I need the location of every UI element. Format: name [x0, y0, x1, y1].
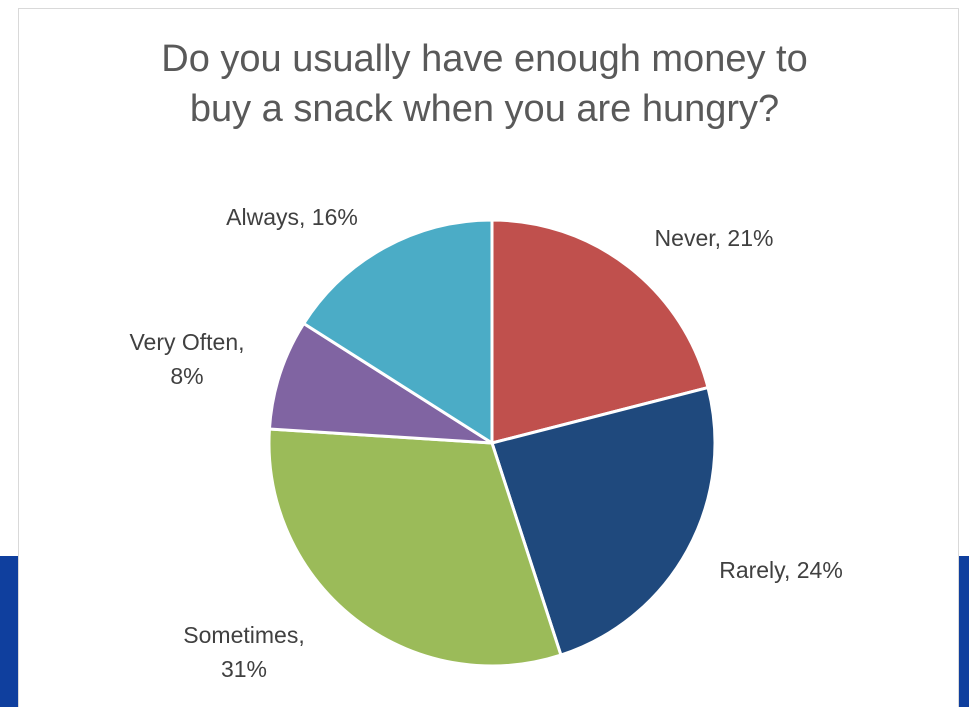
data-label-line: 31%	[221, 656, 267, 682]
data-label-line: 8%	[170, 363, 203, 389]
data-label-always: Always, 16%	[226, 204, 358, 230]
chart-title: Do you usually have enough money to buy …	[0, 34, 969, 134]
pie-slice-always	[302, 218, 494, 445]
chart-title-line-1: Do you usually have enough money to	[161, 38, 808, 80]
data-label-line: Very Often,	[129, 329, 244, 355]
data-label-very-often: Very Often, 8%	[129, 329, 244, 389]
pie-slice-very-often	[267, 322, 494, 445]
chart-title-line-2: buy a snack when you are hungry?	[189, 88, 780, 130]
pie-slice-sometimes	[267, 427, 563, 668]
data-label-never: Never, 21%	[655, 225, 774, 251]
data-label-rarely: Rarely, 24%	[719, 557, 843, 583]
data-label-line: Always, 16%	[226, 204, 358, 230]
pie-slice-rarely	[490, 386, 717, 657]
pie-slice-never	[490, 218, 710, 445]
data-label-sometimes: Sometimes, 31%	[183, 622, 304, 682]
data-label-line: Sometimes,	[183, 622, 304, 648]
data-label-line: Rarely, 24%	[719, 557, 843, 583]
data-label-line: Never, 21%	[655, 225, 774, 251]
pie-slices	[267, 218, 717, 668]
pie-labels: Never, 21% Rarely, 24% Sometimes, 31% Very O…	[129, 204, 842, 682]
